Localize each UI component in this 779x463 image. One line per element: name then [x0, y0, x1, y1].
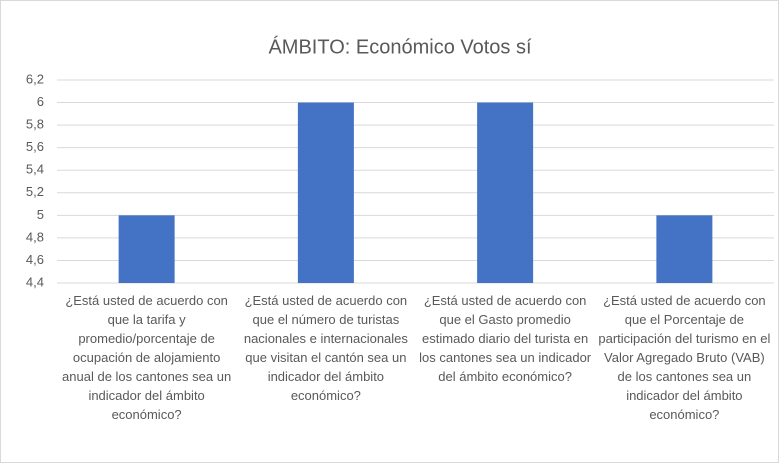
- y-tick-label: 4,8: [26, 229, 44, 244]
- bar: [477, 102, 534, 283]
- y-tick-label: 5,8: [26, 117, 44, 132]
- x-tick-label: ¿Está usted de acuerdo con que el número…: [243, 293, 408, 403]
- y-tick-label: 6: [37, 94, 44, 109]
- y-tick-label: 4,4: [26, 274, 44, 289]
- y-tick-label: 4,6: [26, 252, 44, 267]
- bar: [118, 215, 175, 283]
- x-tick-label: ¿Está usted de acuerdo con que el Porcen…: [598, 293, 771, 422]
- x-tick-label: ¿Está usted de acuerdo con que la tarifa…: [62, 293, 232, 422]
- y-tick-label: 5: [37, 207, 44, 222]
- bar: [656, 215, 713, 283]
- bar: [297, 102, 354, 283]
- x-tick-label: ¿Está usted de acuerdo con que el Gasto …: [419, 293, 592, 384]
- y-tick-label: 5,4: [26, 162, 44, 177]
- chart-title: ÁMBITO: Económico Votos sí: [268, 35, 532, 58]
- y-tick-label: 5,6: [26, 139, 44, 154]
- y-tick-label: 6,2: [26, 71, 44, 86]
- y-tick-label: 5,2: [26, 184, 44, 199]
